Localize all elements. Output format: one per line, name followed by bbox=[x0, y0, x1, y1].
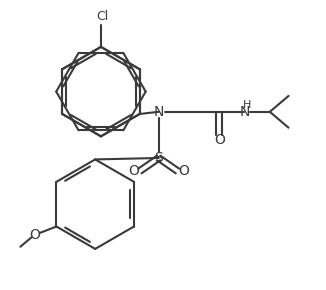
Text: O: O bbox=[178, 164, 189, 178]
Text: Cl: Cl bbox=[96, 10, 109, 23]
Text: O: O bbox=[29, 228, 40, 242]
Text: O: O bbox=[214, 133, 225, 146]
Text: O: O bbox=[128, 164, 139, 178]
Text: H: H bbox=[243, 100, 251, 110]
Text: N: N bbox=[240, 105, 250, 119]
Text: S: S bbox=[154, 151, 163, 165]
Text: N: N bbox=[154, 105, 164, 119]
